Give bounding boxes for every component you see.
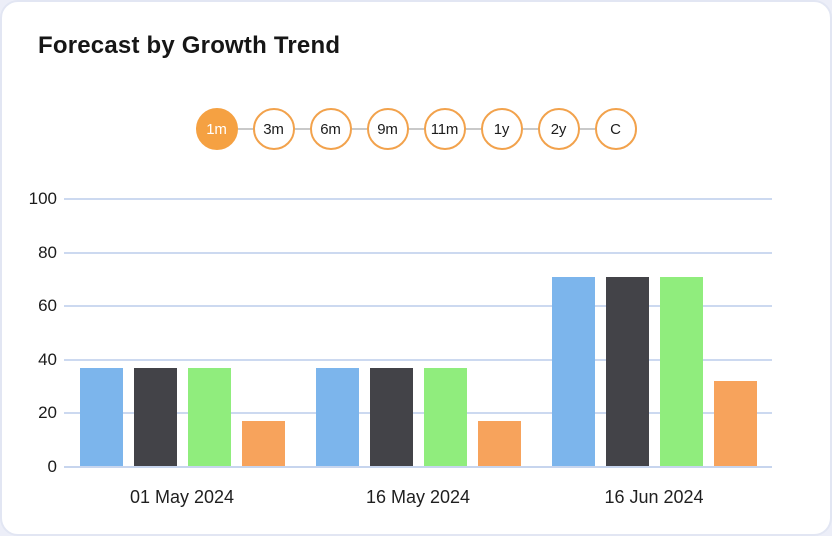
y-axis-tick-label: 80 — [38, 242, 57, 262]
range-option-3m[interactable]: 3m — [252, 108, 295, 150]
range-connector — [522, 127, 538, 131]
y-axis-tick-label: 20 — [38, 403, 57, 423]
chart-title: Forecast by Growth Trend — [38, 32, 341, 59]
range-connector — [465, 127, 481, 131]
gridline — [64, 251, 772, 254]
bar[interactable] — [80, 368, 123, 467]
range-connector — [408, 127, 424, 131]
bar[interactable] — [316, 368, 359, 467]
bar[interactable] — [606, 277, 649, 467]
range-connector — [579, 127, 595, 131]
bar[interactable] — [714, 381, 757, 467]
x-axis-category-label: 16 May 2024 — [365, 487, 471, 507]
gridline — [64, 198, 772, 200]
range-option-C[interactable]: C — [594, 108, 637, 150]
bar[interactable] — [188, 368, 231, 467]
range-option-6m[interactable]: 6m — [309, 108, 352, 150]
range-option-1y[interactable]: 1y — [480, 108, 523, 150]
x-axis-category-label: 01 May 2024 — [129, 487, 235, 507]
bar[interactable] — [242, 421, 285, 467]
bar[interactable] — [478, 421, 521, 467]
x-axis-category-label: 16 Jun 2024 — [604, 487, 704, 507]
bar[interactable] — [424, 368, 467, 467]
range-option-11m[interactable]: 11m — [423, 108, 466, 150]
bar[interactable] — [370, 368, 413, 467]
range-option-2y[interactable]: 2y — [537, 108, 580, 150]
bar[interactable] — [552, 277, 595, 467]
range-selector: 1m 3m 6m 9m 11m 1y 2y C — [2, 108, 830, 150]
range-option-9m[interactable]: 9m — [366, 108, 409, 150]
range-connector — [294, 127, 310, 131]
range-option-1m[interactable]: 1m — [195, 108, 238, 150]
y-axis-tick-label: 0 — [47, 457, 57, 476]
bar[interactable] — [134, 368, 177, 467]
bar[interactable] — [660, 277, 703, 467]
range-connector — [351, 127, 367, 131]
range-connector — [237, 127, 253, 131]
y-axis-tick-label: 100 — [28, 189, 57, 208]
y-axis-tick-label: 40 — [38, 349, 57, 369]
y-axis-tick-label: 60 — [38, 296, 57, 316]
